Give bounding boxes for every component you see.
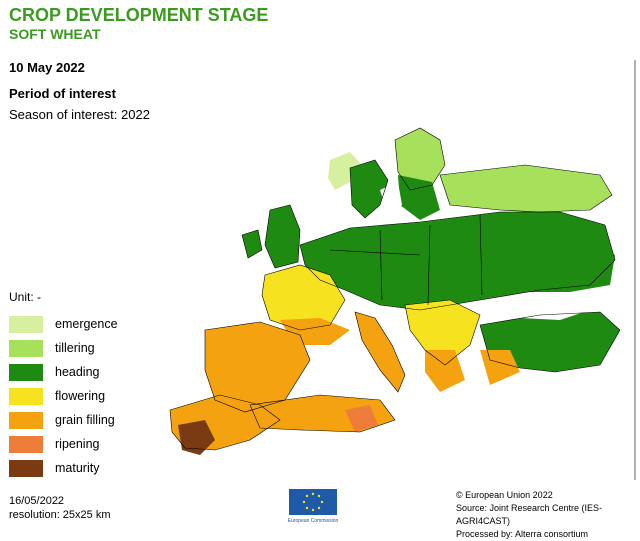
legend-item: flowering: [9, 384, 118, 408]
region-balkans-mixed: [405, 300, 480, 365]
footer-left: 16/05/2022 resolution: 25x25 km: [9, 494, 111, 522]
legend-label: heading: [55, 365, 100, 379]
country-borders: [169, 127, 621, 451]
region-turkey-heading: [480, 312, 620, 372]
legend-label: maturity: [55, 461, 100, 475]
legend-label: ripening: [55, 437, 100, 451]
footer-copyright: © European Union 2022: [456, 490, 553, 500]
map-title: CROP DEVELOPMENT STAGE: [9, 5, 269, 25]
map-subtitle: SOFT WHEAT: [9, 26, 101, 42]
legend-unit: Unit: -: [9, 290, 42, 304]
legend-label: emergence: [55, 317, 118, 331]
legend-item: emergence: [9, 312, 118, 336]
legend-label: flowering: [55, 389, 106, 403]
legend-item: heading: [9, 360, 118, 384]
legend: Unit: - emergence tillering heading floweri…: [9, 290, 118, 480]
legend-swatch: [9, 339, 43, 357]
region-finland-tillering: [395, 128, 445, 190]
region-greece-grain: [425, 350, 465, 392]
footer-source: Source: Joint Research Centre (IES-AGRI4…: [456, 503, 603, 526]
footer-date: 16/05/2022: [9, 495, 65, 507]
legend-swatch: [9, 411, 43, 429]
region-norway-emergence: [328, 152, 362, 190]
legend-item: tillering: [9, 336, 118, 360]
legend-swatch: [9, 315, 43, 333]
region-sweden-heading: [350, 160, 388, 218]
region-iberia-grain: [205, 322, 310, 412]
legend-label: tillering: [55, 341, 95, 355]
footer-right: © European Union 2022 Source: Joint Rese…: [456, 489, 640, 541]
footer-processed: Processed by: Alterra consortium: [456, 529, 589, 539]
region-uk-heading: [265, 205, 300, 268]
european-commission-logo: European Commission: [288, 489, 339, 524]
legend-item: grain filling: [9, 408, 118, 432]
region-baltic-heading: [398, 175, 440, 220]
legend-item: ripening: [9, 432, 118, 456]
region-italy-grain: [355, 312, 405, 392]
footer-resolution: resolution: 25x25 km: [9, 509, 111, 521]
region-ireland-heading: [242, 230, 262, 258]
season-of-interest: Season of interest: 2022: [9, 107, 150, 122]
legend-label: grain filling: [55, 413, 115, 427]
legend-swatch: [9, 363, 43, 381]
region-morocco-maturity: [178, 420, 215, 455]
ec-logo-text: European Commission: [288, 518, 339, 524]
legend-item: maturity: [9, 456, 118, 480]
period-of-interest: Period of interest: [9, 86, 116, 101]
region-ukraine-heading: [480, 240, 615, 292]
legend-swatch: [9, 459, 43, 477]
baltic-sea: [380, 182, 402, 215]
legend-swatch: [9, 435, 43, 453]
legend-swatch: [9, 387, 43, 405]
region-tunisia-ripening: [345, 405, 378, 432]
region-russia-tillering: [440, 165, 612, 212]
region-turkey-grain: [480, 350, 520, 385]
map-date: 10 May 2022: [9, 60, 85, 75]
region-france-flowering: [262, 265, 345, 330]
